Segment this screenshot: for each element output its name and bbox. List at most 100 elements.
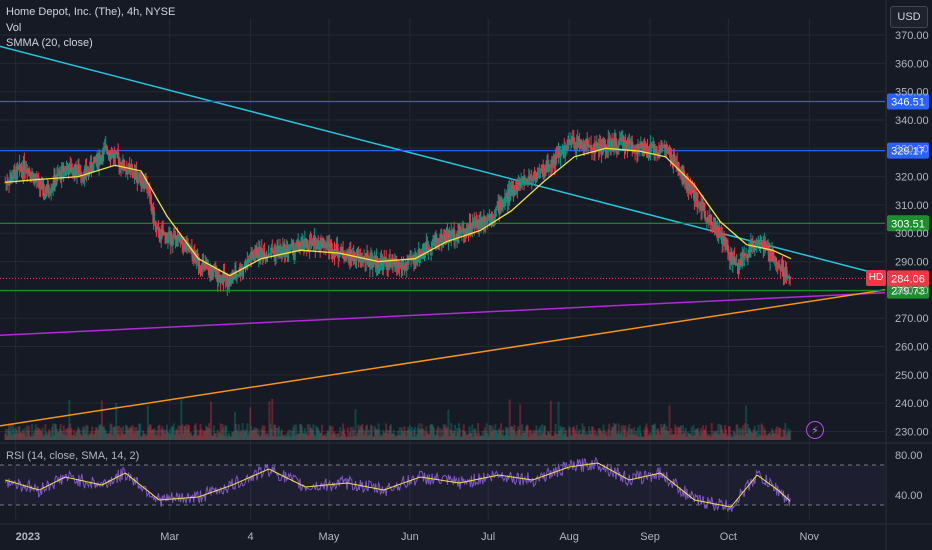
volume-bar: [778, 427, 781, 440]
volume-bar: [214, 433, 217, 440]
volume-bar: [169, 433, 172, 440]
volume-bar: [323, 434, 326, 440]
volume-bar: [176, 430, 179, 440]
candle: [480, 218, 484, 226]
volume-bar: [439, 436, 442, 440]
price-tick-label: 340.00: [895, 115, 929, 127]
volume-bar: [64, 429, 67, 440]
rsi-legend[interactable]: RSI (14, close, SMA, 14, 2): [6, 450, 140, 462]
volume-bar: [780, 436, 783, 440]
volume-bar: [785, 435, 788, 440]
candle: [310, 240, 313, 245]
volume-bar: [373, 425, 376, 440]
volume-bar: [584, 434, 587, 440]
candle: [349, 249, 352, 259]
candle: [20, 169, 23, 171]
volume-bar: [657, 428, 660, 440]
candle: [15, 166, 18, 180]
candle: [682, 170, 686, 183]
volume-bar: [135, 427, 138, 440]
volume-bar: [442, 423, 445, 440]
volume-bar: [554, 423, 557, 440]
volume-bar: [384, 432, 387, 440]
rsi-pane: [0, 456, 885, 512]
volume-bar: [75, 432, 78, 440]
volume-bar: [126, 428, 129, 440]
vol-legend[interactable]: Vol: [6, 22, 22, 34]
volume-bar: [147, 427, 150, 440]
volume-bar: [263, 425, 266, 440]
smma-legend[interactable]: SMMA (20, close): [6, 37, 93, 49]
volume-bar: [709, 436, 712, 440]
volume-bar: [609, 436, 612, 440]
candle: [149, 194, 152, 205]
volume-bar: [8, 423, 11, 440]
volume-bar: [338, 436, 341, 440]
volume-bar: [344, 436, 347, 440]
volume-bar: [102, 425, 105, 440]
candle: [599, 143, 602, 147]
candle: [448, 230, 451, 238]
volume-bar: [726, 436, 729, 440]
candle: [786, 277, 789, 279]
candle: [379, 259, 382, 265]
candle: [152, 207, 155, 224]
candle: [174, 236, 177, 240]
lightning-icon[interactable]: ⚡: [806, 421, 824, 439]
volume-bar: [180, 399, 183, 440]
volume-bar: [503, 435, 506, 440]
volume-bar: [485, 423, 488, 440]
volume-bar: [644, 426, 647, 440]
candle: [378, 264, 381, 268]
candle: [607, 139, 610, 149]
volume-bar: [7, 429, 10, 440]
candle: [703, 210, 707, 219]
volume-bar: [651, 424, 654, 440]
candle: [587, 146, 591, 148]
volume-bar: [446, 427, 449, 440]
volume-bar: [60, 430, 63, 440]
volume-bar: [689, 434, 692, 440]
volume-bar: [500, 423, 503, 440]
volume-bar: [563, 426, 566, 440]
volume-bar: [355, 436, 358, 440]
volume-bar: [245, 431, 248, 440]
volume-bar: [174, 430, 177, 440]
volume-bar: [788, 432, 791, 440]
candle: [430, 241, 434, 249]
level-label: 303.51: [891, 218, 925, 230]
volume-bar: [84, 433, 87, 440]
volume-bar: [305, 434, 308, 440]
time-tick-label: 4: [248, 531, 254, 543]
volume-bar: [158, 424, 161, 440]
volume-bar: [58, 428, 61, 440]
volume-bar: [333, 431, 336, 440]
volume-bar: [369, 424, 372, 440]
volume-bar: [6, 435, 9, 440]
candle: [163, 233, 167, 235]
volume-bar: [559, 425, 562, 440]
volume-bar: [488, 425, 491, 440]
volume-bar: [716, 433, 719, 440]
candle: [596, 142, 599, 146]
volume-bar: [90, 431, 93, 440]
candle: [74, 164, 78, 177]
candle: [751, 242, 755, 248]
volume-bar: [382, 429, 385, 440]
volume-bar: [345, 436, 348, 440]
candle: [455, 233, 459, 240]
volume-bar: [258, 436, 261, 440]
candle: [198, 266, 201, 268]
volume-bar: [772, 433, 775, 440]
candle: [528, 176, 531, 179]
candle: [518, 181, 521, 184]
candle: [239, 267, 242, 275]
volume-bar: [608, 423, 611, 440]
volume-bar: [66, 428, 69, 440]
volume-bar: [667, 431, 670, 440]
volume-bar: [658, 431, 661, 440]
volume-bar: [26, 425, 29, 440]
candle: [60, 166, 63, 180]
currency-button[interactable]: USD: [890, 6, 928, 28]
